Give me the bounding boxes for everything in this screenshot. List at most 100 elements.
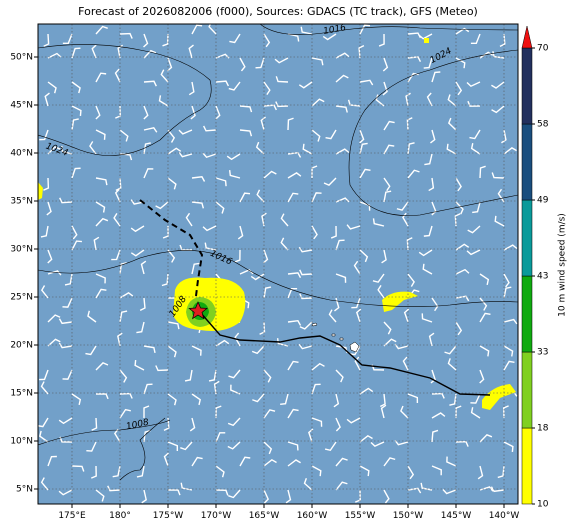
barb-shaft: [383, 489, 390, 504]
barb-shaft: [263, 441, 273, 455]
barb-shaft: [421, 313, 433, 323]
barb-shaft: [163, 417, 170, 431]
wind-barb: [90, 465, 97, 479]
barb-shaft: [136, 465, 145, 478]
barb-shaft: [95, 288, 107, 299]
barb-shaft: [143, 80, 157, 87]
wind-barb: [91, 44, 97, 59]
barb-shaft: [215, 465, 225, 478]
wind-barb: [299, 321, 313, 330]
barb-shaft: [455, 57, 466, 69]
wind-barb: [322, 33, 337, 41]
barb-shaft: [113, 428, 121, 443]
wind-barb: [191, 24, 203, 35]
barb-shaft: [477, 465, 484, 480]
wind-barb: [263, 170, 277, 179]
barb-shaft: [43, 177, 50, 191]
wind-barb: [107, 485, 121, 492]
barb-shaft: [191, 262, 200, 275]
wind-barb: [203, 125, 217, 132]
wind-barb: [455, 177, 462, 192]
barb-shaft: [407, 273, 415, 287]
wind-barb: [382, 57, 389, 72]
wind-barb: [467, 225, 481, 234]
barb-shaft: [227, 441, 241, 450]
wind-barb: [358, 44, 365, 59]
barb-shaft: [71, 225, 78, 240]
wind-barb: [303, 478, 313, 491]
wind-barb: [328, 309, 337, 323]
wind-barb: [378, 33, 385, 47]
colorbar-extend: [521, 25, 533, 49]
barb-shaft: [359, 142, 368, 155]
wind-barb: [39, 430, 49, 443]
wind-barb: [280, 237, 289, 251]
barb-shaft: [191, 393, 201, 406]
barb-shaft: [479, 369, 485, 384]
barb-shaft: [71, 167, 81, 179]
wind-barb: [130, 199, 145, 205]
barb-shaft: [93, 236, 100, 251]
colorbar: 10 18 33 43 49 58 70: [521, 25, 549, 510]
barb-shaft: [280, 237, 289, 251]
barb-shaft: [47, 338, 61, 347]
barb-shaft: [494, 215, 505, 227]
barb-shaft: [44, 92, 50, 107]
barb-shaft: [61, 145, 73, 155]
map-area: 1016 1024 1024 1016 1008 1008: [38, 23, 518, 504]
wind-barb: [335, 273, 347, 283]
barb-shaft: [119, 369, 128, 383]
barb-shaft: [430, 129, 436, 144]
barb-shaft: [58, 489, 73, 496]
barb-shaft: [335, 239, 345, 251]
barb-shaft: [455, 27, 470, 35]
wind-barb: [280, 213, 289, 227]
wind-barb: [162, 225, 169, 239]
wind-barb: [497, 465, 505, 479]
barb-shaft: [167, 441, 179, 452]
colorbar-tick-label: 43: [537, 272, 548, 282]
barb-shaft: [71, 465, 85, 472]
colorbar-label: 10 m wind speed (m/s): [558, 213, 568, 317]
wind-barb: [234, 249, 241, 263]
barb-shaft: [239, 129, 253, 137]
wind-barb: [311, 192, 322, 203]
barb-shaft: [191, 201, 205, 209]
wind-barb: [215, 80, 230, 87]
wind-barb: [455, 243, 470, 251]
wind-barb: [428, 177, 435, 192]
barb-shaft: [375, 94, 385, 107]
wind-barb: [455, 440, 469, 447]
wind-barb: [370, 441, 385, 448]
wind-barb: [311, 57, 324, 66]
wind-barb: [359, 142, 368, 155]
barb-shaft: [407, 169, 420, 179]
wind-barb: [372, 218, 385, 227]
wind-barb: [466, 249, 481, 256]
wind-barb: [421, 313, 433, 323]
lat-label: 5°N: [16, 485, 33, 495]
wind-barb: [71, 105, 82, 116]
barb-shaft: [228, 489, 241, 499]
isobar-label: 1016: [323, 23, 348, 37]
wind-barb: [300, 26, 313, 35]
lon-label: 180°: [109, 511, 131, 521]
barb-shaft: [58, 342, 73, 349]
wind-barb: [119, 310, 128, 323]
wind-barb: [255, 141, 265, 155]
map-frame: [37, 23, 519, 505]
barb-shaft: [428, 177, 435, 192]
wind-barb: [479, 433, 493, 443]
barb-shaft: [140, 260, 147, 275]
barb-shaft: [141, 489, 147, 504]
barb-shaft: [359, 434, 373, 443]
wind-barb: [184, 369, 193, 382]
barb-shaft: [383, 338, 397, 347]
barb-shaft: [71, 105, 82, 116]
barb-shaft: [46, 201, 52, 216]
wind-barb: [446, 456, 457, 467]
wind-barb: [287, 459, 301, 467]
barb-shaft: [263, 81, 271, 96]
wind-barb: [239, 192, 251, 203]
barb-shaft: [155, 365, 169, 372]
